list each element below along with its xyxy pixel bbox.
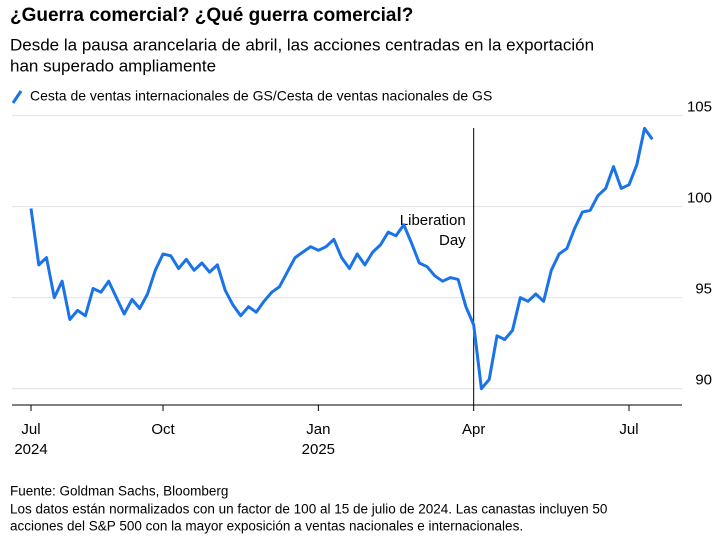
x-tick-label: Jan xyxy=(306,421,330,438)
x-tick-label: Jul xyxy=(619,421,638,438)
subtitle: Desde la pausa arancelaria de abril, las… xyxy=(10,35,594,54)
y-tick-label: 95 xyxy=(695,281,712,298)
x-tick-label: Oct xyxy=(151,421,175,438)
y-tick-label: 100 xyxy=(687,190,712,207)
x-year-label: 2025 xyxy=(302,441,335,458)
x-year-label: 2024 xyxy=(14,441,47,458)
chart-title: ¿Guerra comercial? ¿Qué guerra comercial… xyxy=(10,5,413,26)
subtitle: han superado ampliamente xyxy=(10,56,216,75)
note: Los datos están normalizados con un fact… xyxy=(10,502,607,517)
x-tick-label: Jul xyxy=(21,421,40,438)
annotation: Day xyxy=(439,232,466,249)
legend-icon xyxy=(11,90,23,104)
y-tick-label: 90 xyxy=(695,372,712,389)
note: acciones del S&P 500 con la mayor exposi… xyxy=(10,519,523,534)
x-tick-label: Apr xyxy=(462,421,485,438)
y-tick-label: 105 xyxy=(687,99,712,116)
annotation: Liberation xyxy=(400,212,466,229)
series-line xyxy=(29,126,654,391)
legend-label: Cesta de ventas internacionales de GS/Ce… xyxy=(30,88,492,104)
source: Fuente: Goldman Sachs, Bloomberg xyxy=(10,484,228,499)
